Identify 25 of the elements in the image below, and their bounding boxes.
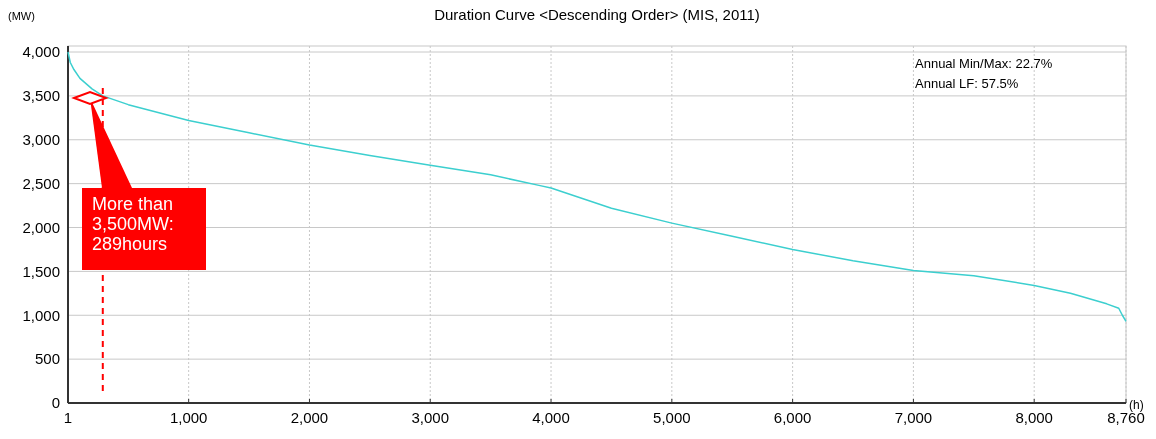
annotation: Annual Min/Max: 22.7%: [915, 56, 1053, 71]
x-tick-label: 7,000: [894, 409, 933, 426]
y-tick-label: 2,500: [22, 174, 60, 192]
x-tick-label: 8,000: [1015, 409, 1053, 426]
x-tick-label: 5,000: [653, 409, 691, 426]
y-tick-label: 4,000: [22, 43, 60, 61]
x-tick-label: 4,000: [532, 409, 570, 426]
chart-title: Duration Curve <Descending Order> (MIS, 2011): [434, 6, 760, 23]
x-tick-label: 2,000: [290, 409, 329, 426]
x-tick-label: 1: [63, 409, 73, 426]
y-tick-label: 1,500: [22, 262, 60, 280]
y-axis-title: (MW): [8, 10, 35, 22]
y-tick-label: 3,500: [22, 87, 60, 105]
y-tick-label: 3,000: [22, 131, 60, 148]
y-tick-label: 1,000: [22, 306, 60, 324]
line-series: [67, 51, 1127, 323]
x-tick-label: 3,000: [411, 409, 450, 426]
x-tick-label: 1,000: [169, 409, 208, 426]
y-tick-label: 500: [34, 350, 60, 368]
annotation: More than 3,500MW: 289hours: [92, 194, 174, 254]
x-tick-label: 6,000: [773, 409, 812, 426]
annotation: Annual LF: 57.5%: [915, 76, 1019, 91]
x-axis-title: (h): [1129, 398, 1144, 412]
y-tick-label: 2,000: [22, 218, 60, 236]
y-tick-label: 0: [51, 394, 60, 412]
